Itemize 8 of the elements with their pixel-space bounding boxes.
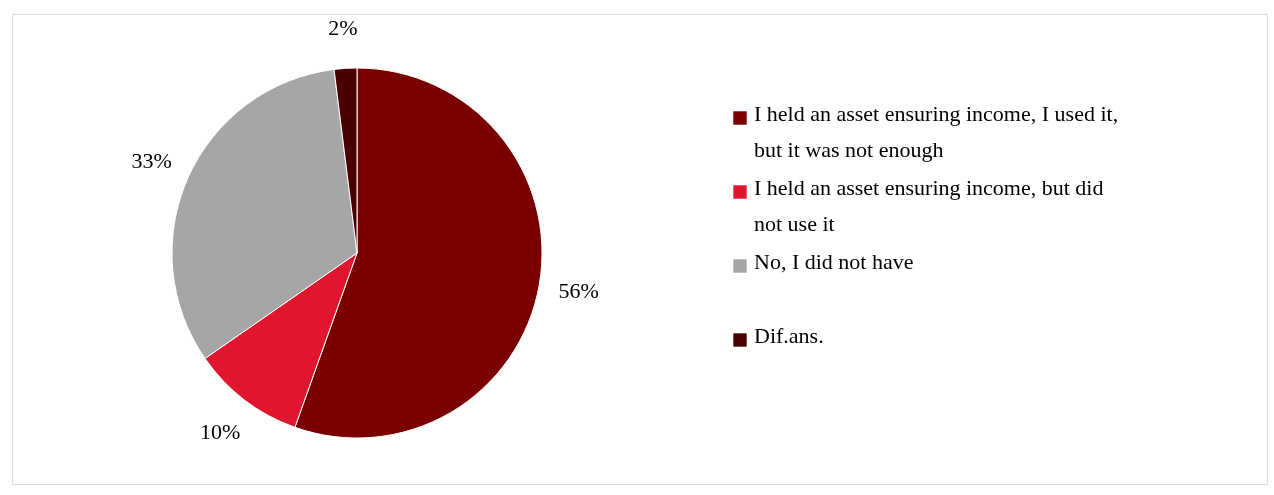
data-label: 2%: [328, 15, 358, 41]
data-label: 33%: [131, 148, 172, 174]
data-label: 56%: [558, 278, 599, 304]
legend-label: Dif.ans.: [754, 323, 824, 348]
legend-label: I held an asset ensuring income, but did not use it: [754, 175, 1104, 236]
legend-label: I held an asset ensuring income, I used it, but it was not enough: [754, 101, 1119, 162]
data-label: 10%: [200, 418, 241, 444]
legend-label: No, I did not have: [754, 249, 914, 274]
